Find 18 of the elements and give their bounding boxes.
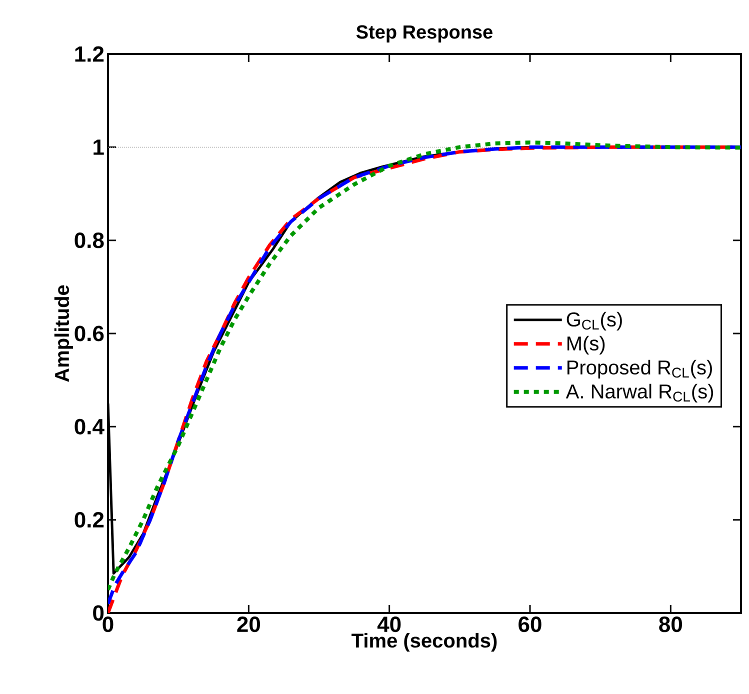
x-tick-label: 60 [518,616,542,632]
legend-label: G$_{CL}$(s) [566,312,622,331]
x-tick-label: 80 [659,616,682,632]
x-tick-label: 20 [237,616,260,632]
y-tick-label: 0.6 [74,326,104,342]
legend-label: Proposed R$_{CL}$(s) [568,360,712,379]
x-axis-title: Time (seconds) [352,632,497,652]
y-tick-label: 1 [94,140,104,155]
legend-label: M(s) [568,336,605,354]
x-tick-label: 40 [377,616,401,632]
y-tick-label: 0.4 [74,418,104,434]
legend-label: A. Narwal R$_{CL}$(s) [566,384,714,402]
y-tick-label: 0 [93,605,104,621]
chart-title: Step Response [356,25,492,42]
y-tick-label: 0.8 [74,232,104,248]
y-tick-label: 0.2 [74,512,104,528]
y-axis-title: Amplitude [54,285,74,382]
y-tick-label: 1.2 [75,46,104,62]
